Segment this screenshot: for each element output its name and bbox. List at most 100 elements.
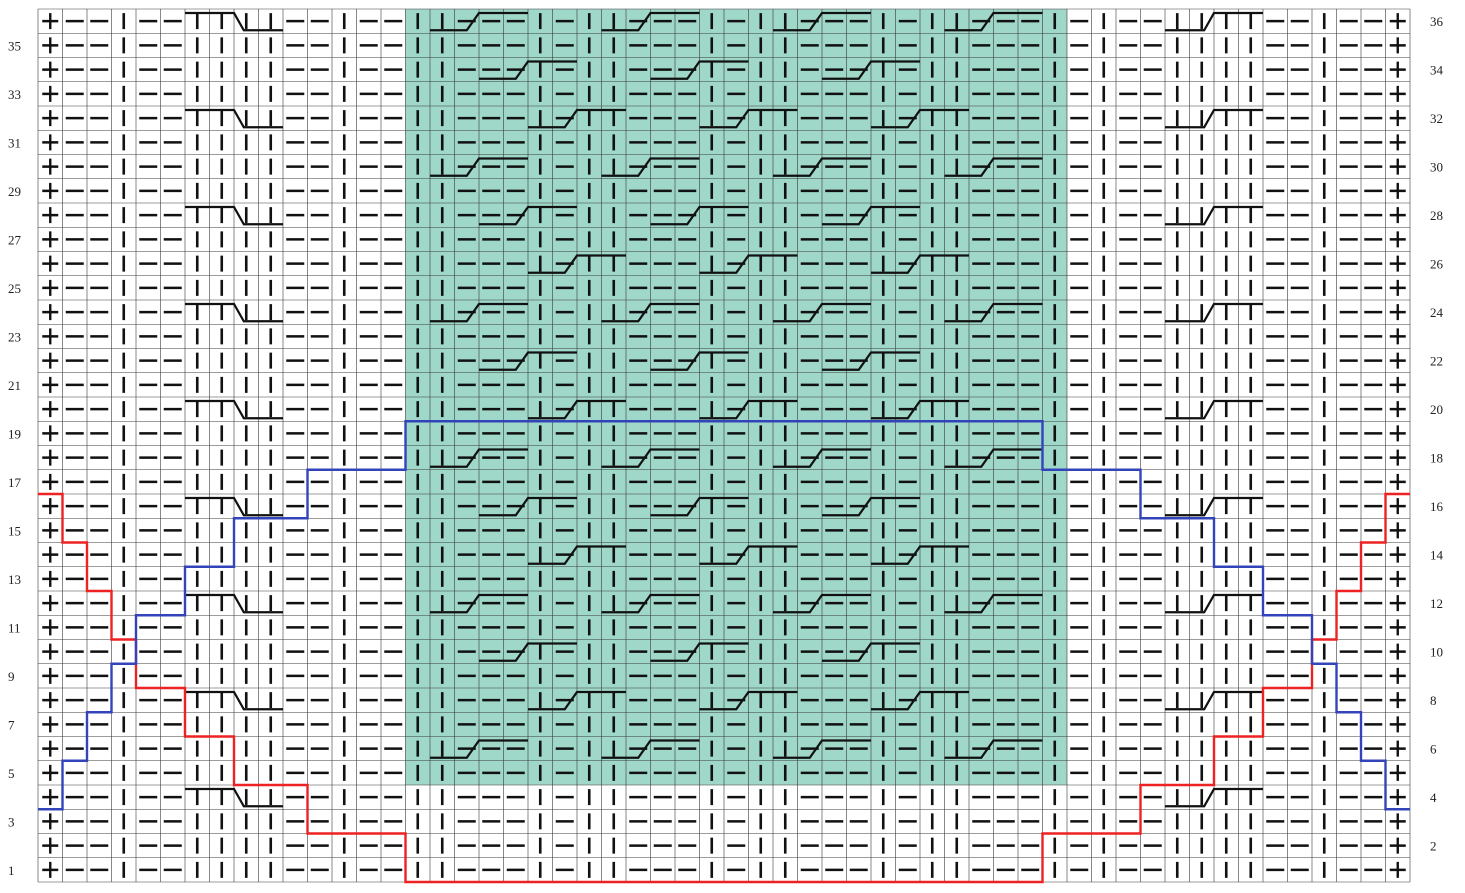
cable-central <box>430 302 528 323</box>
cable-right <box>1165 205 1263 226</box>
cable-central <box>650 496 749 517</box>
row-label-left: 29 <box>8 184 21 199</box>
row-label-left: 19 <box>8 426 21 441</box>
cable-central <box>699 108 798 129</box>
cable-right <box>1165 302 1263 323</box>
cable-central <box>430 739 528 759</box>
cable-central <box>871 690 969 711</box>
cable-central <box>773 157 871 177</box>
cable-central <box>944 11 1043 32</box>
row-label-right: 34 <box>1430 63 1444 78</box>
cable-central <box>871 399 969 420</box>
cable-central <box>822 60 920 80</box>
cable-central <box>822 205 920 226</box>
row-label-left: 17 <box>8 475 22 490</box>
cable-central <box>773 739 871 759</box>
row-label-left: 5 <box>8 766 15 781</box>
stitch-symbols <box>42 11 1406 878</box>
cable-central <box>479 60 577 80</box>
shaping-lines <box>38 420 1410 884</box>
cable-right <box>1165 690 1263 711</box>
cable-left <box>185 690 283 711</box>
row-label-left: 25 <box>8 281 21 296</box>
cable-left <box>185 787 283 808</box>
row-label-right: 12 <box>1430 596 1443 611</box>
cable-right <box>1165 399 1263 420</box>
cable-central <box>822 496 920 517</box>
cable-right <box>1165 496 1263 517</box>
cable-central <box>944 739 1043 759</box>
cable-central <box>528 254 626 274</box>
row-label-right: 4 <box>1430 790 1437 805</box>
cable-left <box>185 593 283 614</box>
row-label-right: 18 <box>1430 451 1443 466</box>
cable-central <box>773 11 871 32</box>
cable-right <box>1165 108 1263 129</box>
cable-central <box>479 496 577 517</box>
cable-central <box>944 157 1043 177</box>
cable-central <box>601 11 700 32</box>
row-label-right: 10 <box>1430 645 1443 660</box>
cable-central <box>430 157 528 177</box>
red-shaping-line <box>38 492 1410 884</box>
row-label-right: 30 <box>1430 160 1443 175</box>
row-label-left: 21 <box>8 378 21 393</box>
row-label-right: 28 <box>1430 208 1443 223</box>
row-labels: 3533312927252321191715131197531363432302… <box>8 14 1444 878</box>
row-label-left: 3 <box>8 814 15 829</box>
cable-central <box>528 399 626 420</box>
cable-central <box>601 739 700 759</box>
cable-central <box>871 108 969 129</box>
cable-central <box>528 545 626 565</box>
row-label-left: 11 <box>8 620 21 635</box>
cable-central <box>773 302 871 323</box>
row-label-right: 26 <box>1430 257 1444 272</box>
row-label-right: 6 <box>1430 742 1437 757</box>
cable-central <box>528 108 626 129</box>
row-label-right: 24 <box>1430 305 1444 320</box>
cable-left <box>185 108 283 129</box>
row-label-left: 33 <box>8 87 21 102</box>
cable-central <box>479 351 577 371</box>
cable-right <box>1165 787 1263 808</box>
cable-central <box>479 642 577 662</box>
cable-central <box>871 254 969 274</box>
cable-central <box>601 448 700 468</box>
cable-central <box>773 593 871 614</box>
cable-left <box>185 496 283 517</box>
cable-central <box>822 642 920 662</box>
cable-left <box>185 11 283 32</box>
cable-central <box>430 593 528 614</box>
cable-central <box>601 157 700 177</box>
cable-central <box>601 593 700 614</box>
cable-central <box>944 593 1043 614</box>
cable-central <box>699 690 798 711</box>
cable-central <box>430 11 528 32</box>
cable-central <box>650 642 749 662</box>
row-label-right: 32 <box>1430 111 1443 126</box>
cable-central <box>699 399 798 420</box>
row-label-left: 7 <box>8 717 15 732</box>
cable-central <box>822 351 920 371</box>
cable-central <box>430 448 528 468</box>
row-label-right: 36 <box>1430 14 1444 29</box>
row-label-left: 35 <box>8 38 21 53</box>
cable-central <box>528 690 626 711</box>
cable-central <box>944 448 1043 468</box>
cable-right <box>1165 593 1263 614</box>
row-label-left: 27 <box>8 232 22 247</box>
row-label-right: 16 <box>1430 499 1444 514</box>
cable-central <box>871 545 969 565</box>
row-label-right: 2 <box>1430 839 1437 854</box>
cable-central <box>699 254 798 274</box>
row-label-left: 13 <box>8 572 21 587</box>
cable-central <box>650 205 749 226</box>
cable-central <box>773 448 871 468</box>
row-label-right: 14 <box>1430 548 1444 563</box>
cable-central <box>601 302 700 323</box>
cable-left <box>185 302 283 323</box>
row-label-right: 8 <box>1430 693 1437 708</box>
row-label-left: 23 <box>8 329 21 344</box>
row-label-left: 31 <box>8 135 21 150</box>
row-label-right: 22 <box>1430 354 1443 369</box>
